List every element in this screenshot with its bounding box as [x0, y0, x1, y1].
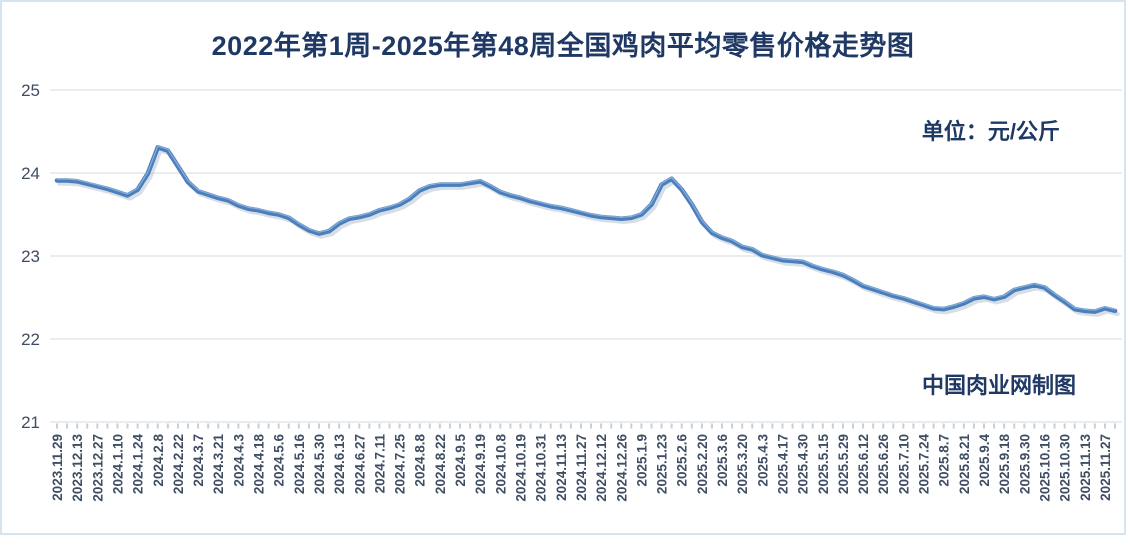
x-axis-label: 2025.5.29: [836, 434, 851, 494]
x-axis-label: 2025.1.9: [634, 434, 649, 487]
x-axis-label: 2025.11.27: [1098, 434, 1113, 501]
chart-title: 2022年第1周-2025年第48周全国鸡肉平均零售价格走势图: [211, 31, 915, 61]
x-axis-label: 2023.12.13: [70, 434, 85, 502]
y-axis-label: 24: [21, 164, 40, 183]
x-axis-label: 2024.5.30: [312, 434, 327, 494]
x-axis-label: 2024.5.16: [292, 434, 307, 495]
x-axis-label: 2024.9.19: [473, 434, 488, 494]
x-axis-label: 2025.8.21: [957, 434, 972, 495]
x-axis-label: 2024.12.12: [594, 434, 609, 502]
price-line-shadow: [57, 148, 1120, 317]
x-axis-label: 2024.5.6: [272, 434, 287, 487]
x-axis-label: 2023.11.29: [50, 434, 65, 501]
x-axis-label: 2024.11.13: [554, 434, 569, 501]
price-line: [54, 145, 1118, 314]
y-axis-label: 23: [21, 247, 40, 266]
x-axis-label: 2024.1.10: [110, 434, 125, 494]
x-axis-label: 2024.10.19: [514, 434, 529, 502]
x-axis-label: 2024.2.22: [171, 434, 186, 494]
x-axis-label: 2024.3.21: [211, 434, 226, 495]
x-axis-label: 2024.8.8: [413, 434, 428, 487]
x-axis-label: 2024.2.8: [151, 434, 166, 487]
x-axis-label: 2025.4.17: [775, 434, 790, 494]
x-axis-label: 2024.1.24: [131, 434, 146, 495]
x-axis-label: 2025.4.30: [796, 434, 811, 494]
x-axis-label: 2025.9.4: [977, 434, 992, 487]
x-axis-label: 2024.9.5: [453, 434, 468, 487]
x-axis-label: 2025.1.23: [655, 434, 670, 495]
x-axis-label: 2023.12.27: [90, 434, 105, 502]
x-axis-label: 2025.7.10: [896, 434, 911, 494]
x-axis-label: 2025.7.24: [917, 434, 932, 495]
x-axis-label: 2025.2.6: [675, 434, 690, 487]
x-axis-label: 2025.6.12: [856, 434, 871, 494]
y-axis-label: 22: [21, 330, 40, 349]
x-axis-label: 2024.6.13: [332, 434, 347, 495]
x-axis-label: 2024.12.26: [614, 434, 629, 502]
unit-label: 单位：元/公斤: [921, 119, 1060, 144]
x-axis-label: 2024.7.25: [393, 434, 408, 495]
y-axis-label: 21: [21, 413, 40, 432]
x-axis-label: 2024.7.11: [372, 434, 387, 494]
x-axis-label: 2025.9.30: [1017, 434, 1032, 494]
price-line-highlight: [56, 145, 1116, 311]
x-axis-label: 2024.3.7: [191, 434, 206, 487]
x-axis-label: 2025.3.6: [715, 434, 730, 487]
x-axis-label: 2025.6.26: [876, 434, 891, 495]
y-axis-label: 25: [21, 81, 40, 100]
x-axis-label: 2025.10.30: [1058, 434, 1073, 502]
x-axis-label: 2024.10.31: [534, 434, 549, 502]
x-axis-label: 2025.3.20: [735, 434, 750, 494]
x-axis-label: 2024.4.18: [252, 434, 267, 495]
x-axis-label: 2025.10.16: [1037, 434, 1052, 502]
x-axis-label: 2024.8.22: [433, 434, 448, 494]
x-axis-label: 2024.4.3: [231, 434, 246, 487]
x-axis-label: 2025.4.3: [755, 434, 770, 487]
x-axis-label: 2025.8.7: [937, 434, 952, 487]
x-axis-label: 2024.10.8: [493, 434, 508, 495]
x-axis-label: 2024.11.27: [574, 434, 589, 501]
x-axis-label: 2025.11.13: [1078, 434, 1093, 501]
x-axis-label: 2025.9.18: [997, 434, 1012, 495]
x-axis-label: 2025.5.15: [816, 434, 831, 495]
credit-label: 中国肉业网制图: [921, 373, 1076, 398]
x-axis-label: 2025.2.20: [695, 434, 710, 494]
x-axis-label: 2024.6.27: [352, 434, 367, 494]
